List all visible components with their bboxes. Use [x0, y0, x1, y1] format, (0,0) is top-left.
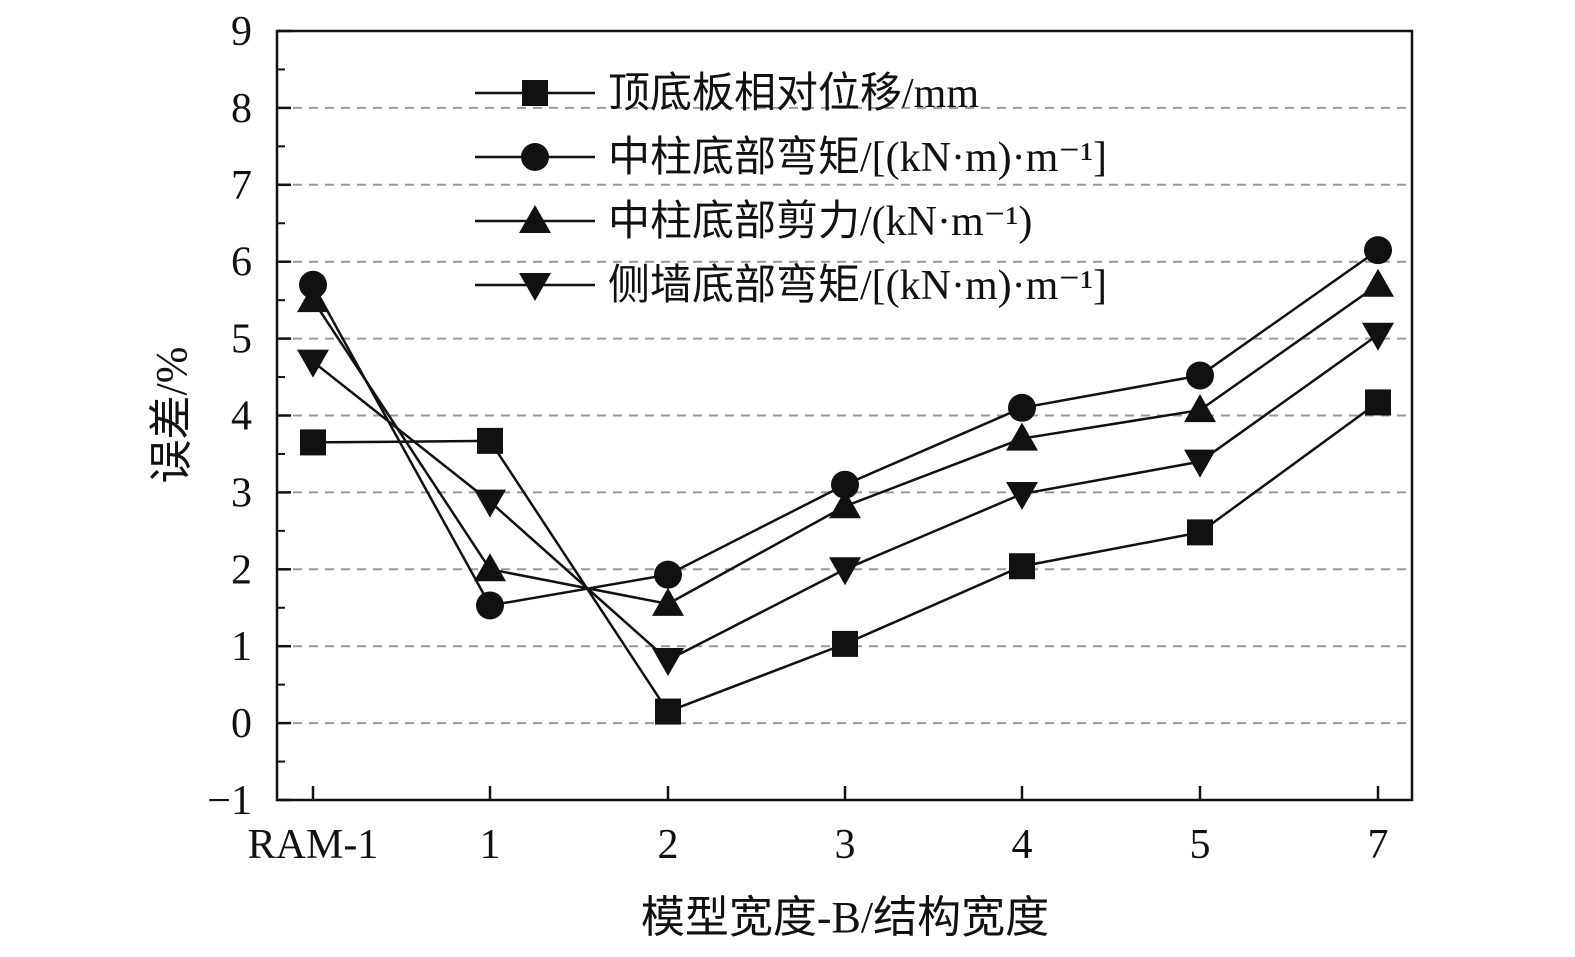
data-point-s1-1 — [300, 429, 326, 456]
data-point-s2-2 — [476, 591, 504, 620]
data-point-s1-6 — [1187, 519, 1213, 546]
data-point-s1-5 — [1009, 553, 1035, 580]
data-point-s2-3 — [654, 560, 682, 589]
data-point-s1-4 — [832, 630, 858, 657]
data-point-s3-5 — [1006, 422, 1038, 451]
data-point-s3-1 — [297, 284, 329, 313]
x-tick-label: 2 — [658, 822, 679, 868]
x-tick-label: 7 — [1368, 822, 1389, 868]
y-tick-label: 9 — [231, 9, 252, 55]
data-point-s1-2 — [477, 427, 503, 454]
y-tick-label: 0 — [231, 701, 252, 747]
axis-ticks: −1 0 1 2 3 4 5 6 7 8 9 RAM-1 1 2 3 4 5 7 — [207, 9, 1388, 868]
y-tick-label: 2 — [231, 547, 252, 593]
y-tick-label: 4 — [231, 394, 252, 440]
legend-marker — [519, 205, 551, 233]
data-point-s3-7 — [1362, 268, 1394, 297]
y-tick-label: 6 — [231, 240, 252, 286]
legend-label: 顶底板相对位移/mm — [608, 70, 979, 117]
y-tick-label: 3 — [231, 470, 252, 516]
x-tick-label: 3 — [835, 822, 856, 868]
data-point-s4-7 — [1362, 322, 1394, 351]
data-point-s1-7 — [1365, 389, 1391, 416]
data-point-s3-4 — [829, 490, 861, 519]
series-line-3 — [311, 283, 1379, 606]
legend-label: 中柱底部弯矩/[(kN·m)·m⁻¹] — [608, 134, 1107, 181]
x-tick-label: 1 — [480, 822, 501, 868]
data-point-s2-6 — [1186, 361, 1214, 390]
legend-marker — [519, 273, 551, 301]
y-tick-label: −1 — [207, 778, 252, 824]
legend-label: 中柱底部剪力/(kN·m⁻¹) — [608, 199, 1032, 245]
x-tick-label: 4 — [1012, 822, 1033, 868]
legend-marker — [521, 143, 549, 171]
data-point-s4-5 — [1006, 481, 1038, 510]
legend-label: 侧墙底部弯矩/[(kN·m)·m⁻¹] — [608, 262, 1107, 309]
y-tick-label: 8 — [231, 86, 252, 132]
data-point-s3-2 — [474, 553, 506, 582]
legend-marker — [522, 80, 548, 106]
data-point-s3-6 — [1184, 394, 1216, 423]
data-point-s4-6 — [1184, 449, 1216, 478]
data-point-s2-7 — [1364, 236, 1392, 265]
x-axis-title: 模型宽度-B/结构宽度 — [641, 893, 1049, 942]
y-tick-label: 1 — [231, 624, 252, 670]
data-point-s4-4 — [829, 557, 861, 586]
x-tick-label: 5 — [1190, 822, 1211, 868]
x-tick-label: RAM-1 — [248, 822, 379, 868]
data-point-s2-5 — [1008, 393, 1036, 422]
data-point-s3-3 — [652, 587, 684, 616]
data-point-s1-3 — [655, 698, 681, 725]
y-tick-label: 5 — [231, 317, 252, 363]
y-axis-title: 误差/% — [147, 347, 196, 484]
data-point-s4-1 — [297, 349, 329, 378]
data-point-s4-2 — [474, 489, 506, 518]
data-point-s2-4 — [831, 470, 859, 499]
series-markers — [297, 236, 1394, 725]
data-point-s4-3 — [652, 648, 684, 677]
legend: 顶底板相对位移/mm 中柱底部弯矩/[(kN·m)·m⁻¹] 中柱底部剪力/(kN·… — [475, 70, 1107, 309]
y-tick-label: 7 — [231, 163, 252, 209]
